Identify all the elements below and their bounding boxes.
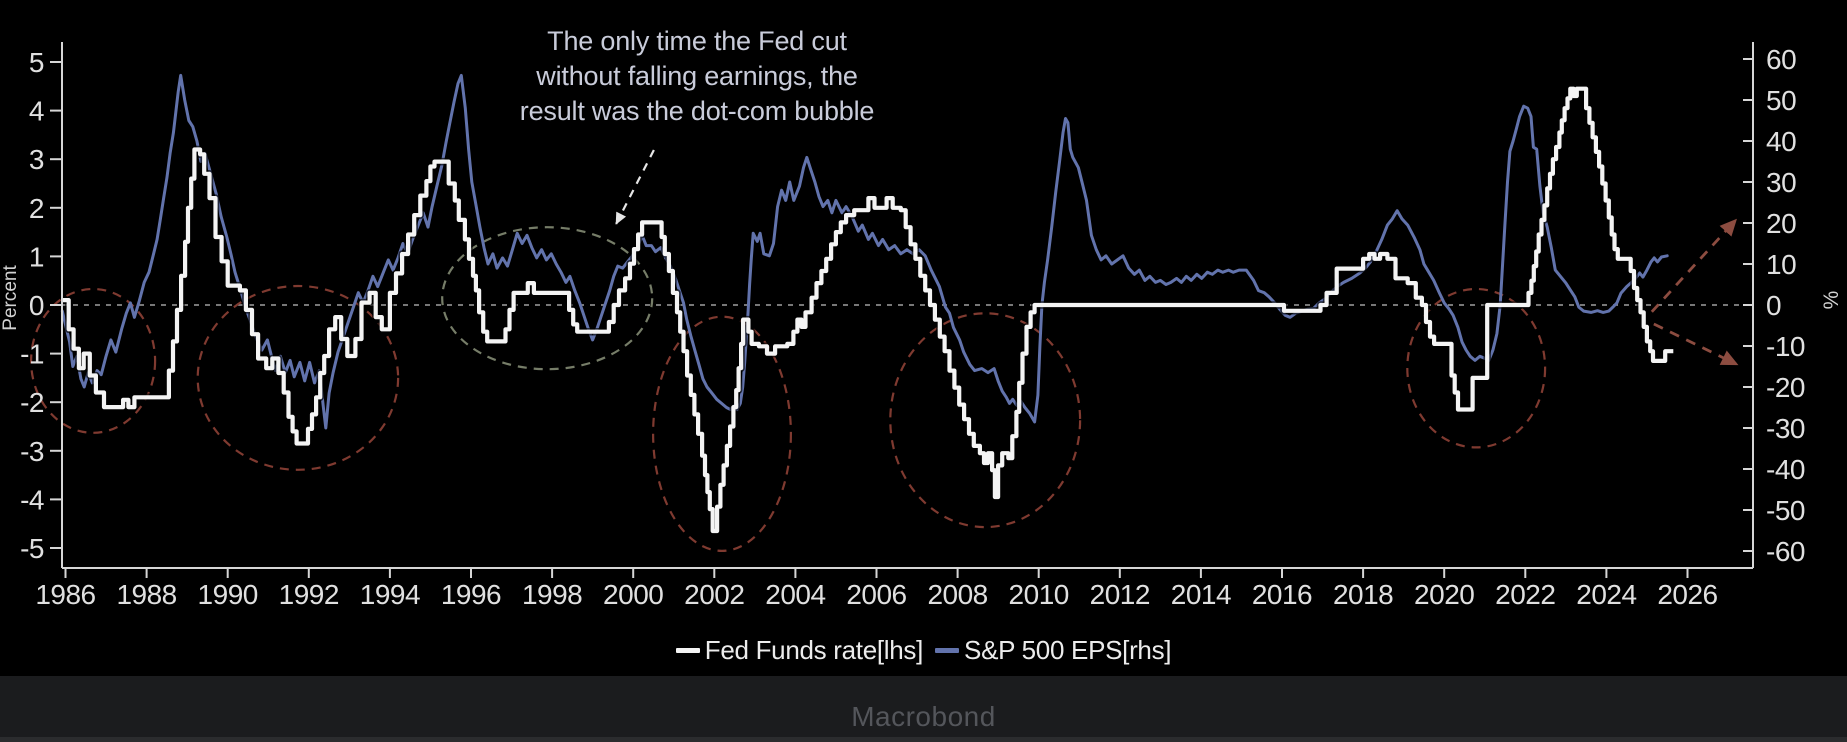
right-axis-tick-label: 20 <box>1766 208 1796 239</box>
x-axis-year-label: 1996 <box>441 579 501 610</box>
legend-label-sp500-eps: S&P 500 EPS[rhs] <box>964 634 1172 665</box>
legend-swatch-sp500-eps <box>935 647 960 653</box>
left-axis-tick-label: 0 <box>29 290 44 321</box>
recession-circle-1987 <box>29 287 157 434</box>
recession-circle-1991 <box>196 284 400 471</box>
left-axis-tick-label: 3 <box>29 144 44 175</box>
left-axis-tick-label: -1 <box>20 339 44 370</box>
x-axis-year-label: 2010 <box>1009 579 1069 610</box>
right-axis-tick-label: -60 <box>1766 536 1805 567</box>
annotation-text-line-1: The only time the Fed cut <box>547 26 847 56</box>
x-axis-year-label: 1988 <box>116 579 176 610</box>
x-axis-year-label: 2014 <box>1171 579 1231 610</box>
x-axis-year-label: 2020 <box>1414 579 1474 610</box>
right-axis-tick-label: 30 <box>1766 167 1796 198</box>
legend-label-fed-funds: Fed Funds rate[lhs] <box>704 634 924 665</box>
legend-swatch-fed-funds <box>675 647 700 653</box>
right-axis-tick-label: 0 <box>1766 290 1781 321</box>
sp500-eps-line <box>60 73 1669 430</box>
x-axis-year-label: 2012 <box>1090 579 1150 610</box>
annotation-text-line-2: without falling earnings, the <box>535 61 857 91</box>
annotation-text-line-3: result was the dot-com bubble <box>520 96 874 126</box>
x-axis-year-label: 1998 <box>522 579 582 610</box>
recession-circle-2001 <box>651 315 792 552</box>
axes: 543210-1-2-3-4-56050403020100-10-20-30-4… <box>20 42 1805 610</box>
scenario-up-arrow <box>1650 218 1737 313</box>
x-axis-year-label: 1986 <box>35 579 95 610</box>
x-axis-year-label: 2026 <box>1657 579 1717 610</box>
x-axis-year-label: 2006 <box>846 579 906 610</box>
left-axis-tick-label: -5 <box>20 533 44 564</box>
fed-funds-line <box>62 86 1674 534</box>
x-axis-year-label: 2000 <box>603 579 663 610</box>
left-axis-tick-label: -2 <box>20 387 44 418</box>
dotcom-circle-1998 <box>441 226 654 371</box>
x-axis-year-label: 2016 <box>1252 579 1312 610</box>
x-axis-year-label: 2018 <box>1333 579 1393 610</box>
left-axis-tick-label: 2 <box>29 193 44 224</box>
recession-circle-2020 <box>1406 287 1547 449</box>
x-axis-year-label: 2002 <box>684 579 744 610</box>
right-axis-tick-label: -30 <box>1766 413 1805 444</box>
right-axis-tick-label: -50 <box>1766 495 1805 526</box>
recession-circle-2008 <box>889 312 1082 529</box>
right-axis-tick-label: 50 <box>1766 85 1796 116</box>
x-axis-year-label: 1994 <box>360 579 420 610</box>
scenario-down-arrow <box>1653 322 1739 366</box>
right-axis-tick-label: 10 <box>1766 249 1796 280</box>
chart-plot: 543210-1-2-3-4-56050403020100-10-20-30-4… <box>0 26 1843 610</box>
right-axis-tick-label: -10 <box>1766 331 1805 362</box>
right-axis-tick-label: 60 <box>1766 44 1796 75</box>
left-axis-tick-label: -3 <box>20 436 44 467</box>
x-axis-year-label: 1992 <box>279 579 339 610</box>
chart-legend: Fed Funds rate[lhs] S&P 500 EPS[rhs] <box>0 634 1847 666</box>
x-axis-year-label: 1990 <box>198 579 258 610</box>
x-axis-year-label: 2004 <box>765 579 825 610</box>
x-axis-year-label: 2008 <box>927 579 987 610</box>
right-axis-tick-label: -40 <box>1766 454 1805 485</box>
fed-funds-line-halo <box>62 84 1674 535</box>
x-axis-year-label: 2022 <box>1495 579 1555 610</box>
annotation-arrow <box>615 149 655 225</box>
right-axis-title: % <box>1820 291 1843 310</box>
right-axis-tick-label: 40 <box>1766 126 1796 157</box>
left-axis-tick-label: 1 <box>29 241 44 272</box>
right-axis-tick-label: -20 <box>1766 372 1805 403</box>
left-axis-tick-label: 5 <box>29 47 44 78</box>
left-axis-tick-label: -4 <box>20 484 44 515</box>
left-axis-tick-label: 4 <box>29 96 44 127</box>
x-axis-year-label: 2024 <box>1576 579 1636 610</box>
left-axis-title: Percent <box>0 265 21 331</box>
source-bar: Macrobond <box>0 676 1847 742</box>
source-label: Macrobond <box>851 701 996 732</box>
